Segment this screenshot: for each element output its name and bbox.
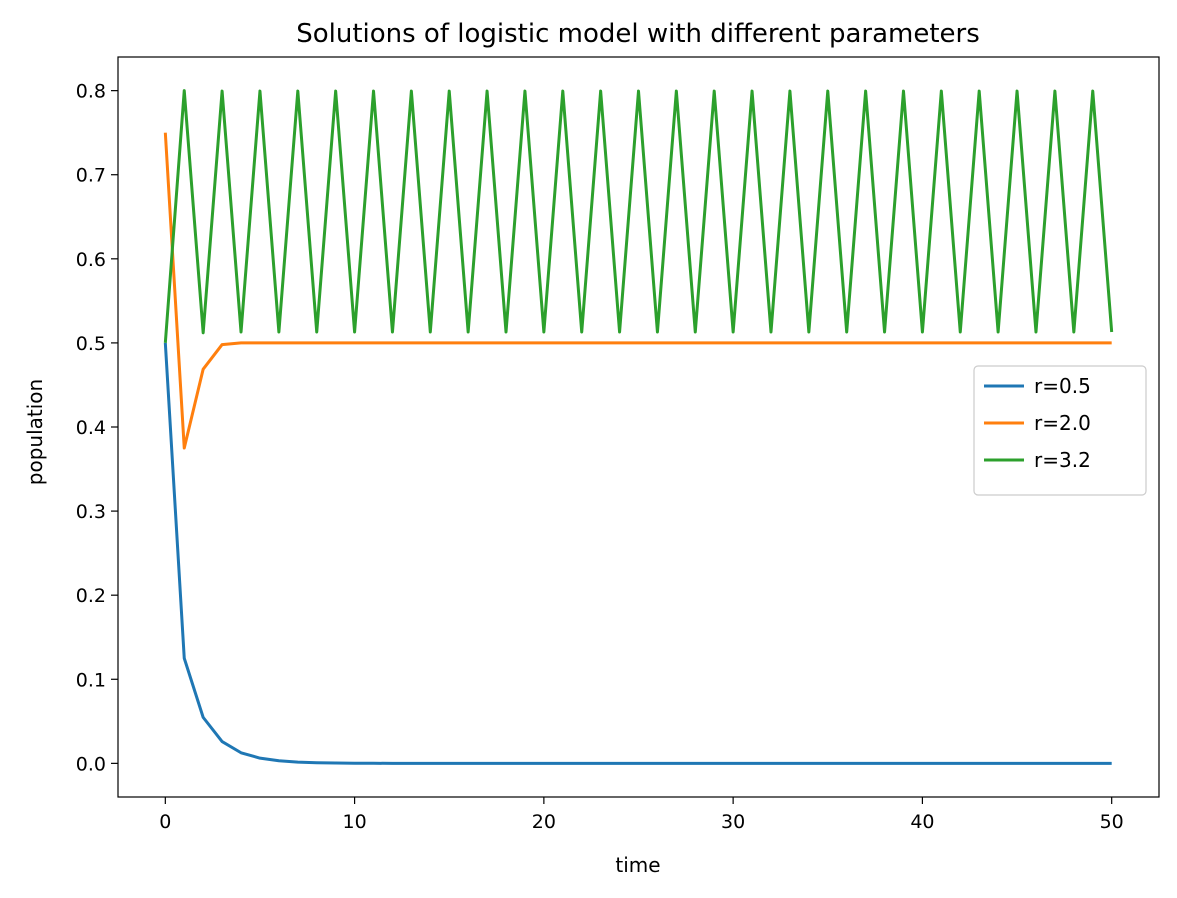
x-tick-label: 0 xyxy=(159,811,171,833)
y-tick-label: 0.5 xyxy=(76,333,106,355)
y-tick-label: 0.2 xyxy=(76,585,106,607)
series-lines xyxy=(163,89,1114,765)
y-tick-label: 0.4 xyxy=(76,417,106,439)
chart-title: Solutions of logistic model with differe… xyxy=(296,19,980,49)
legend-box xyxy=(973,365,1147,496)
legend-label: r=0.5 xyxy=(1034,374,1091,398)
x-tick-label: 30 xyxy=(721,811,745,833)
series-line-0 xyxy=(163,342,1112,765)
y-axis-ticks: 0.0 0.1 0.2 0.3 0.4 0.5 0.6 0.7 0.8 xyxy=(76,81,118,775)
x-tick-label: 20 xyxy=(532,811,556,833)
legend: r=0.5 r=2.0 r=3.2 xyxy=(973,365,1147,496)
legend-label: r=3.2 xyxy=(1034,448,1091,472)
series-line-1 xyxy=(163,132,1112,450)
x-axis-label: time xyxy=(615,853,660,877)
legend-label: r=2.0 xyxy=(1034,411,1091,435)
x-tick-label: 40 xyxy=(910,811,934,833)
series-line-2 xyxy=(163,89,1114,344)
x-tick-label: 10 xyxy=(342,811,366,833)
y-tick-label: 0.0 xyxy=(76,753,106,775)
x-tick-label: 50 xyxy=(1100,811,1124,833)
y-tick-label: 0.7 xyxy=(76,165,106,187)
y-tick-label: 0.8 xyxy=(76,81,106,103)
y-tick-label: 0.6 xyxy=(76,249,106,271)
y-axis-label: population xyxy=(23,379,47,485)
y-tick-label: 0.3 xyxy=(76,501,106,523)
x-axis-ticks: 0 10 20 30 40 50 xyxy=(159,797,1124,833)
y-tick-label: 0.1 xyxy=(76,669,106,691)
